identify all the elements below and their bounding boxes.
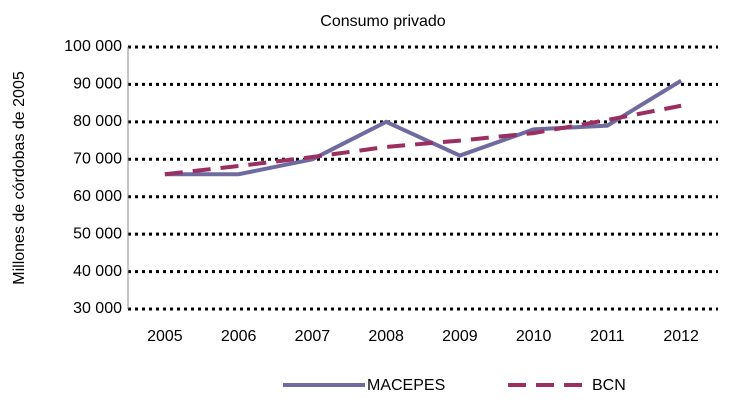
y-axis-label: Millones de córdobas de 2005 [11,71,28,285]
y-tick-label: 80 000 [73,113,122,130]
series-line [164,103,682,177]
y-tick-label: 30 000 [73,300,122,317]
y-tick-label: 70 000 [73,151,122,168]
x-tick-label: 2005 [147,328,183,345]
y-tick-label: 60 000 [73,188,122,205]
y-tick-label: 90 000 [73,76,122,93]
y-tick-label: 50 000 [73,225,122,242]
y-tick-label: 40 000 [73,263,122,280]
legend-label: BCN [592,377,626,394]
x-tick-label: 2007 [295,328,331,345]
chart-title: Consumo privado [320,13,446,30]
x-tick-label: 2008 [368,328,404,345]
x-tick-label: 2011 [590,328,625,345]
series-line [164,78,683,177]
x-tick-label: 2009 [442,328,478,345]
x-tick-label: 2006 [221,328,257,345]
x-tick-label: 2010 [516,328,552,345]
x-tick-label: 2012 [663,328,699,345]
y-tick-label: 100 000 [64,38,122,55]
legend-label: MACEPES [367,377,445,394]
